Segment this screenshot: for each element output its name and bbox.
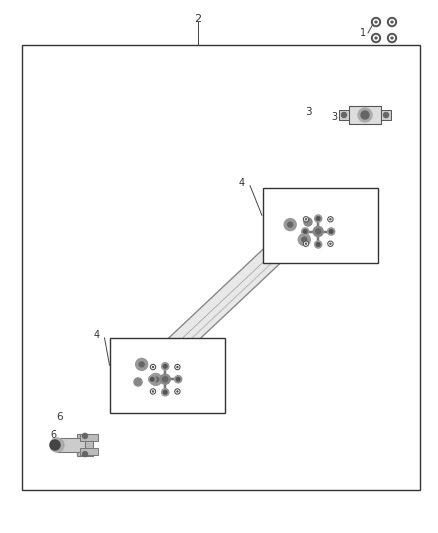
Circle shape: [152, 390, 154, 393]
Circle shape: [134, 378, 142, 386]
Circle shape: [342, 112, 346, 117]
Circle shape: [384, 112, 389, 117]
Circle shape: [298, 233, 311, 246]
Circle shape: [330, 219, 331, 220]
Circle shape: [328, 217, 333, 222]
Circle shape: [305, 243, 307, 244]
Text: 4: 4: [94, 330, 100, 340]
Circle shape: [288, 222, 293, 227]
Circle shape: [361, 111, 369, 119]
Circle shape: [177, 367, 178, 368]
Circle shape: [176, 366, 179, 368]
Circle shape: [328, 241, 333, 246]
Bar: [80, 448, 98, 455]
Circle shape: [389, 36, 395, 41]
Bar: [80, 434, 98, 441]
Text: 6: 6: [57, 412, 64, 422]
Circle shape: [304, 230, 307, 233]
Circle shape: [302, 228, 309, 235]
Circle shape: [177, 391, 178, 392]
Circle shape: [304, 218, 307, 221]
Circle shape: [151, 389, 155, 394]
Circle shape: [329, 243, 332, 245]
Text: 4: 4: [239, 178, 245, 188]
Circle shape: [316, 243, 320, 246]
Circle shape: [153, 377, 158, 382]
Circle shape: [136, 358, 148, 370]
Circle shape: [371, 34, 381, 43]
Bar: [110, 338, 225, 413]
Circle shape: [152, 391, 153, 392]
Circle shape: [391, 37, 393, 39]
Circle shape: [152, 367, 153, 368]
Circle shape: [50, 438, 64, 452]
Circle shape: [389, 20, 395, 25]
Bar: [349, 106, 381, 124]
Circle shape: [176, 390, 179, 393]
Circle shape: [50, 440, 60, 450]
Circle shape: [175, 389, 180, 394]
Circle shape: [148, 376, 156, 383]
Circle shape: [329, 230, 333, 233]
Circle shape: [329, 218, 332, 221]
Circle shape: [358, 108, 372, 122]
Text: 5: 5: [214, 343, 220, 353]
Circle shape: [328, 228, 335, 235]
Circle shape: [314, 241, 322, 248]
Circle shape: [302, 237, 307, 242]
Circle shape: [151, 365, 155, 369]
Circle shape: [163, 390, 167, 394]
Bar: [22, 45, 420, 490]
Circle shape: [150, 377, 154, 381]
Circle shape: [374, 36, 378, 41]
Circle shape: [314, 215, 322, 222]
Circle shape: [375, 37, 377, 39]
Bar: [339, 110, 349, 120]
Circle shape: [162, 377, 168, 382]
Circle shape: [82, 433, 88, 439]
Circle shape: [374, 20, 378, 25]
Circle shape: [82, 451, 88, 457]
Circle shape: [163, 365, 167, 368]
Circle shape: [305, 219, 307, 220]
Text: 3: 3: [331, 112, 337, 122]
Circle shape: [304, 243, 307, 245]
Circle shape: [371, 18, 381, 27]
Circle shape: [304, 241, 308, 246]
Circle shape: [177, 377, 180, 381]
Circle shape: [304, 218, 312, 226]
Text: 3: 3: [305, 107, 312, 117]
Circle shape: [150, 374, 162, 385]
Circle shape: [175, 376, 182, 383]
Circle shape: [175, 365, 180, 369]
Bar: [77, 434, 93, 456]
Text: 6: 6: [50, 430, 56, 440]
Circle shape: [284, 219, 296, 231]
Bar: [381, 110, 391, 120]
Circle shape: [330, 243, 331, 244]
Text: 2: 2: [194, 14, 201, 24]
Circle shape: [388, 18, 396, 27]
Polygon shape: [131, 214, 315, 390]
Text: 5: 5: [367, 193, 373, 203]
Circle shape: [391, 21, 393, 23]
Circle shape: [316, 229, 321, 234]
Circle shape: [139, 362, 144, 367]
Circle shape: [375, 21, 377, 23]
Circle shape: [152, 366, 154, 368]
Circle shape: [162, 362, 169, 370]
Circle shape: [388, 34, 396, 43]
Bar: [57, 438, 85, 452]
Bar: [263, 188, 378, 263]
Circle shape: [160, 374, 170, 384]
Text: 1: 1: [360, 28, 366, 38]
Circle shape: [162, 389, 169, 396]
Circle shape: [304, 217, 308, 222]
Circle shape: [316, 217, 320, 220]
Circle shape: [313, 227, 323, 237]
